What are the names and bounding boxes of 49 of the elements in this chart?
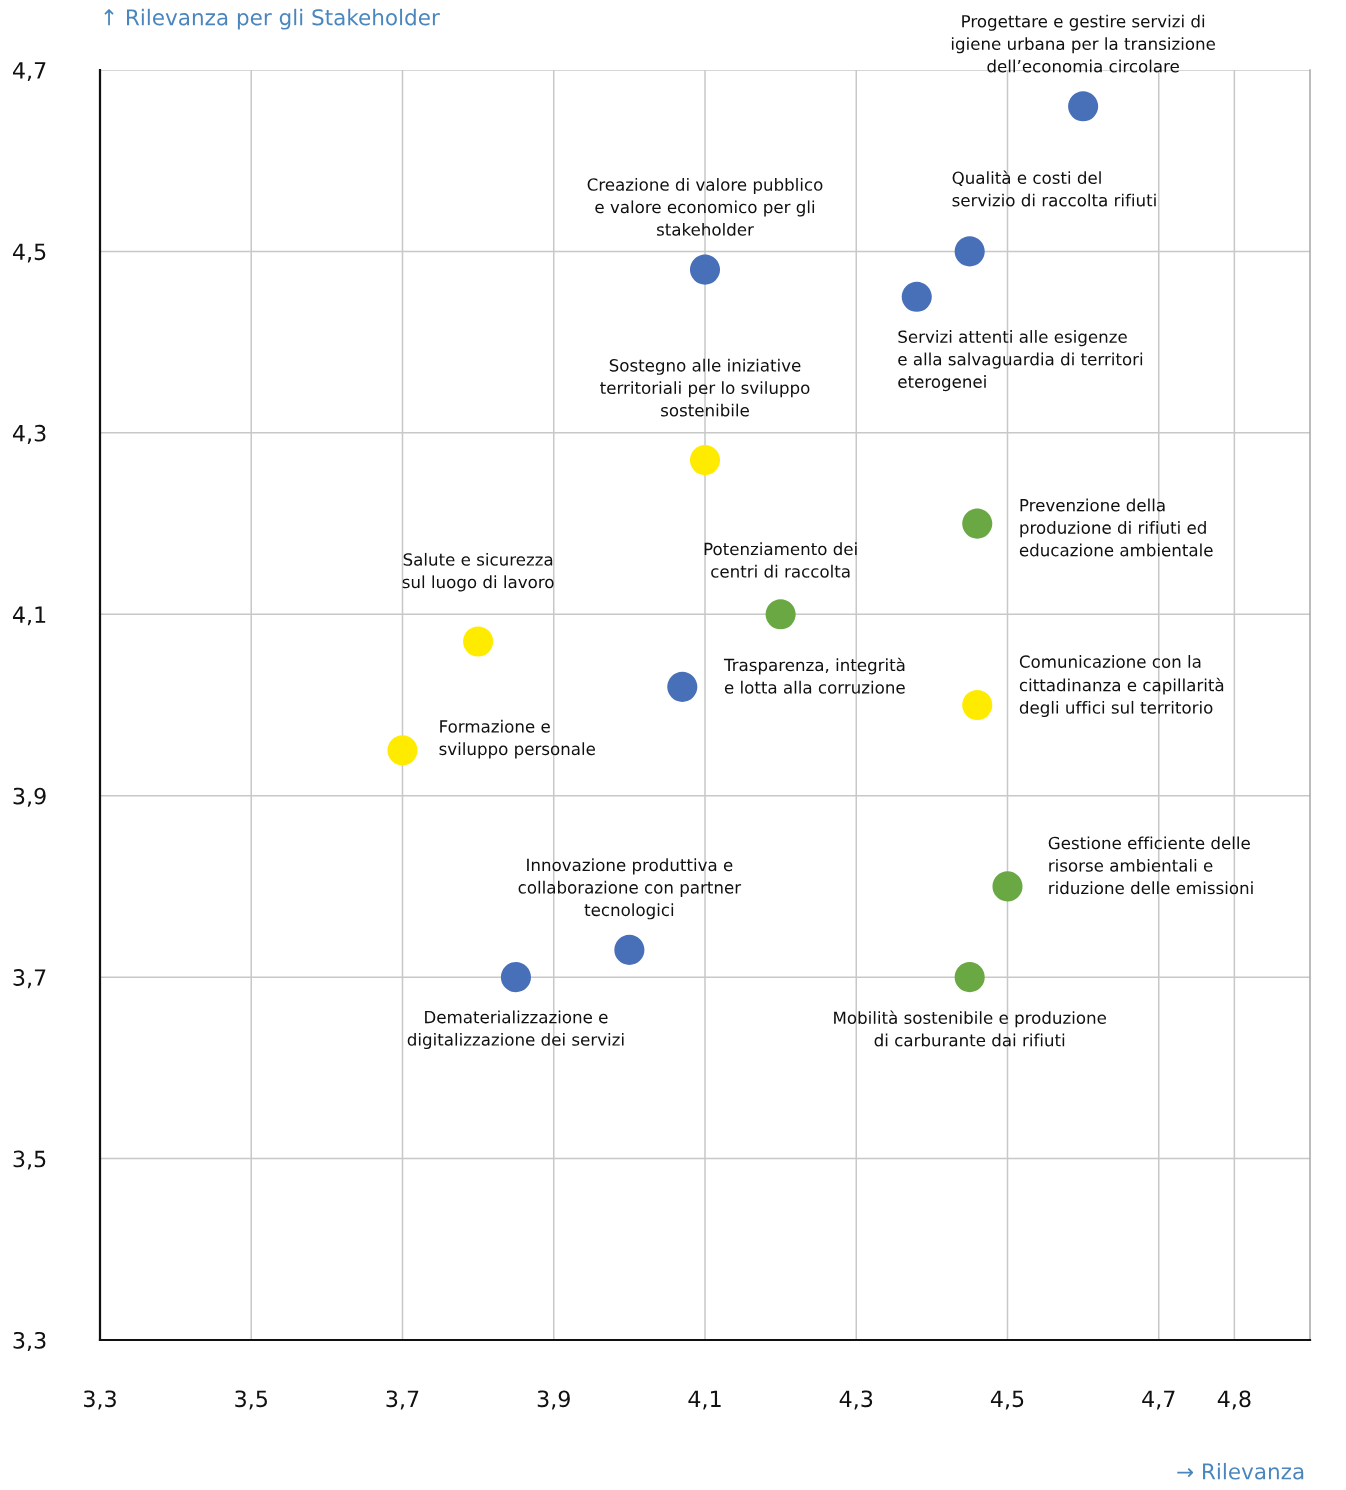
y-tick-label: 3,9: [13, 787, 46, 807]
point: [962, 508, 993, 539]
x-tick-label: 4,7: [1142, 1390, 1175, 1410]
point: [500, 962, 531, 993]
x-tick-label: 4,8: [1217, 1390, 1251, 1410]
annotation: Sostegno alle iniziative territoriali per lo sviluppo sostenibile: [600, 358, 810, 417]
annotation: Salute e sicurezza sul luogo di lavoro: [402, 552, 554, 592]
annotation: Potenziamento dei centri di raccolta: [704, 542, 857, 578]
y-axis-title: ↑ Rilevanza per gli Stakeholder: [104, 8, 440, 30]
annotation: Innovazione produttiva e collaborazione con partner tecnologici: [518, 858, 742, 920]
x-tick-label: 4,5: [990, 1390, 1024, 1410]
annotation: Qualità e costi del servizio di raccolta rifiuti: [952, 170, 1156, 207]
point: [463, 626, 494, 657]
x-tick-label: 3,3: [84, 1390, 116, 1410]
annotation: Creazione di valore pubblico e valore economico per gli stakeholder: [587, 177, 823, 236]
y-tick-label: 3,7: [13, 969, 46, 989]
y-tick-label: 4,7: [12, 62, 46, 82]
point: [954, 236, 985, 267]
x-axis-title: → Rilevanza: [1177, 1462, 1304, 1480]
annotation: Trasparenza, integrità e lotta alla corruzione: [723, 657, 905, 694]
point: [1068, 91, 1099, 122]
point: [689, 445, 721, 476]
y-tick-label: 3,3: [13, 1331, 46, 1352]
point: [901, 281, 932, 312]
point: [992, 871, 1023, 902]
point: [954, 962, 985, 993]
y-tick-label: 4,5: [12, 243, 46, 263]
x-tick-label: 3,7: [386, 1390, 419, 1410]
x-tick-label: 4,3: [839, 1390, 873, 1410]
x-tick-label: 3,5: [235, 1390, 267, 1410]
annotation: Prevenzione della produzione di rifiuti ed educazione ambientale: [1019, 498, 1213, 557]
annotation: Comunicazione con la cittadinanza e capillarità degli uffici sul territorio: [1019, 655, 1224, 718]
y-tick-label: 4,3: [12, 424, 46, 444]
point: [614, 934, 645, 965]
point: [667, 671, 698, 702]
point: [962, 689, 993, 721]
annotation: Gestione efficiente delle risorse ambientali e riduzione delle emissioni: [1048, 836, 1253, 895]
point: [689, 254, 721, 285]
annotation: Dematerializzazione e digitalizzazione dei servizi: [407, 1010, 624, 1050]
point: [765, 599, 796, 630]
y-tick-label: 3,5: [13, 1150, 46, 1170]
annotation: Formazione e sviluppo personale: [439, 719, 595, 759]
annotation: Mobilità sostenibile e produzione di carburante dai rifiuti: [834, 1010, 1106, 1047]
annotation: Servizi attenti alle esigenze e alla salvaguardia di territori eterogenei: [898, 330, 1143, 392]
point: [387, 735, 418, 766]
x-tick-label: 3,9: [537, 1390, 570, 1410]
annotation: Progettare e gestire servizi di igiene urbana per la transizione dell’economia circolare: [951, 14, 1215, 73]
x-tick-label: 4,1: [688, 1390, 721, 1410]
y-tick-label: 4,1: [12, 606, 46, 626]
